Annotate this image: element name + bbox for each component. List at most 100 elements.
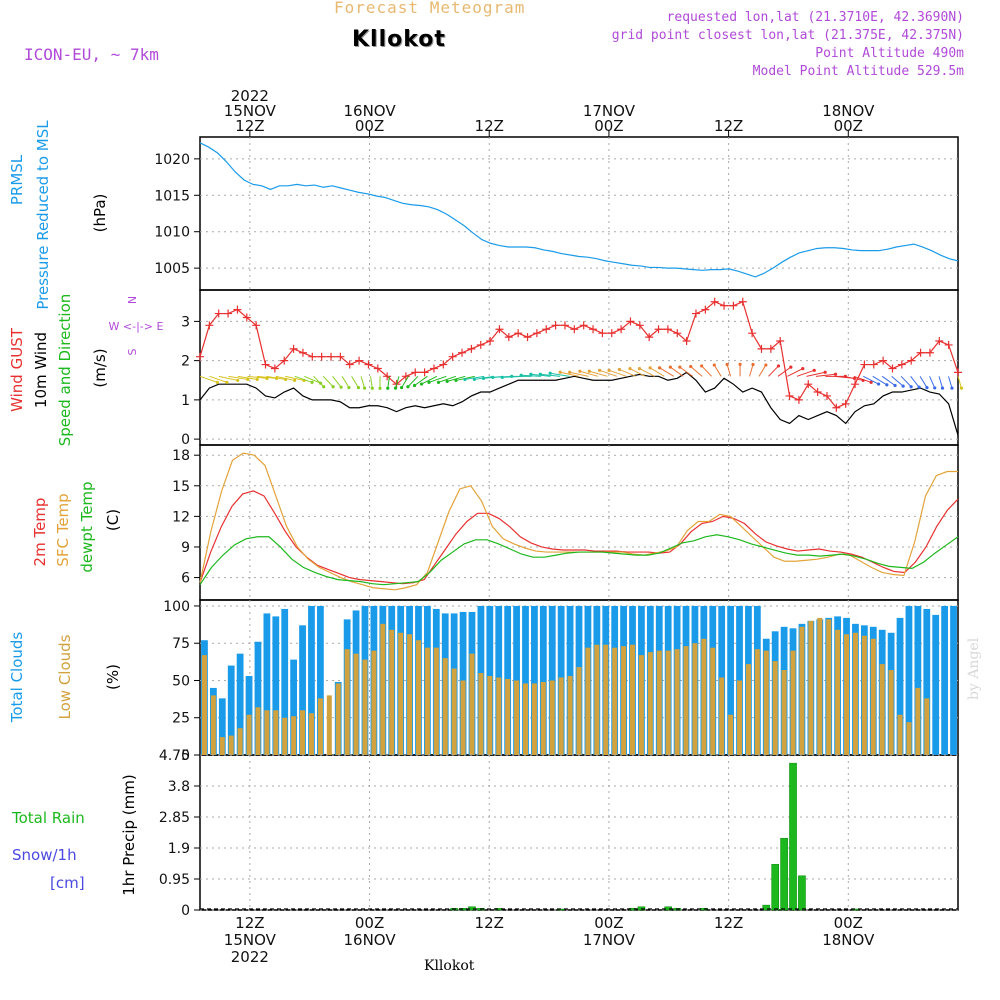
gust-marker bbox=[907, 356, 916, 365]
pressure-label-prmsl: PRMSL bbox=[8, 154, 26, 205]
compass-north: N bbox=[126, 296, 139, 304]
wind-arrow-head bbox=[812, 368, 816, 372]
wind-arrow-head bbox=[356, 386, 361, 390]
wind-arrow bbox=[428, 375, 447, 383]
total-cloud-bar bbox=[218, 698, 226, 755]
y-tick-label: 2 bbox=[181, 354, 190, 370]
wind-arrow bbox=[701, 365, 713, 377]
y-tick-label: 6 bbox=[181, 571, 190, 587]
wind-label-speed-dir: Speed and Direction bbox=[56, 294, 74, 447]
precip-axis-title: 1hr Precip (mm) bbox=[120, 774, 138, 895]
low-cloud-bar bbox=[585, 647, 591, 755]
low-cloud-bar bbox=[772, 661, 778, 755]
time-label-bottom: 00Z bbox=[834, 914, 863, 932]
time-label-top: 00Z bbox=[594, 117, 623, 135]
y-tick-label: 1.9 bbox=[168, 841, 190, 857]
low-cloud-bar bbox=[371, 650, 377, 755]
time-label-top: 12Z bbox=[475, 117, 504, 135]
y-tick-label: 12 bbox=[172, 509, 190, 525]
gust-marker bbox=[851, 380, 860, 389]
wind-arrow-head bbox=[917, 385, 921, 389]
low-cloud-bar bbox=[407, 634, 413, 755]
gust-marker bbox=[598, 329, 607, 338]
low-cloud-bar bbox=[308, 713, 314, 755]
gust-marker bbox=[224, 309, 233, 318]
wind-arrow bbox=[863, 375, 879, 385]
low-cloud-bar bbox=[745, 664, 751, 755]
wind-arrow-head bbox=[491, 375, 495, 379]
wind-arrow-head bbox=[909, 385, 913, 389]
wind-arrow-head bbox=[362, 386, 367, 390]
y-tick-label: 0 bbox=[181, 432, 190, 448]
low-cloud-bar bbox=[522, 683, 528, 755]
low-cloud-bar bbox=[478, 673, 484, 755]
wind-arrow bbox=[659, 367, 675, 377]
total-cloud-bar bbox=[227, 665, 235, 755]
wind-arrow-head bbox=[950, 386, 954, 390]
gust-marker bbox=[504, 333, 513, 342]
time-label-bottom: 15NOV bbox=[224, 931, 277, 949]
low-cloud-bar bbox=[888, 670, 894, 755]
wind-arrow bbox=[806, 371, 826, 377]
wind-arrow-head bbox=[789, 365, 793, 369]
temp-label-dewpt: dewpt Temp bbox=[78, 481, 96, 572]
wind-arrow bbox=[649, 367, 665, 377]
temp-2m-line bbox=[199, 490, 959, 585]
wind-arrow bbox=[900, 375, 912, 388]
low-cloud-bar bbox=[424, 647, 430, 755]
low-cloud-bar bbox=[879, 664, 885, 755]
low-cloud-bar bbox=[255, 707, 261, 755]
gust-marker bbox=[813, 388, 822, 397]
wind-arrow-head bbox=[617, 367, 622, 372]
gust-marker bbox=[682, 337, 691, 346]
wind-arrow-head bbox=[406, 385, 410, 389]
gust-marker bbox=[336, 352, 345, 361]
total-cloud-bar bbox=[522, 605, 529, 755]
wind-arrow-head bbox=[538, 372, 542, 376]
requested-coords: requested lon,lat (21.3710E, 42.3690N) bbox=[666, 10, 964, 25]
y-tick-label: 3 bbox=[181, 314, 190, 330]
wind-arrow-head bbox=[940, 386, 945, 390]
low-cloud-bar bbox=[415, 640, 421, 755]
gust-marker bbox=[486, 337, 495, 346]
wind-arrow bbox=[304, 375, 321, 384]
wind-arrow bbox=[629, 368, 646, 377]
total-cloud-bar bbox=[254, 641, 262, 755]
wind-arrow-head bbox=[933, 386, 937, 390]
total-cloud-bar bbox=[263, 613, 271, 755]
gust-marker bbox=[607, 329, 616, 338]
gust-marker bbox=[448, 352, 457, 361]
panel-frame-1 bbox=[199, 136, 959, 291]
y-tick-label: 15 bbox=[172, 479, 190, 495]
y-tick-label: 75 bbox=[172, 636, 190, 652]
wind-arrow-head bbox=[959, 386, 964, 390]
low-cloud-bar bbox=[603, 644, 609, 755]
total-cloud-bar bbox=[290, 659, 298, 755]
wind-line bbox=[199, 371, 959, 436]
y-tick-label: 0 bbox=[181, 903, 190, 919]
wind-arrow-head bbox=[738, 362, 742, 366]
total-cloud-bar bbox=[308, 605, 315, 755]
gust-marker bbox=[364, 360, 373, 369]
gust-marker bbox=[673, 329, 682, 338]
wind-arrow-head bbox=[529, 372, 533, 376]
wind-arrow-head bbox=[481, 376, 486, 381]
gust-marker bbox=[944, 340, 953, 349]
wind-arrow bbox=[266, 375, 286, 380]
pressure-line bbox=[199, 142, 959, 278]
wind-arrow-head bbox=[510, 374, 514, 378]
gust-marker bbox=[954, 368, 962, 377]
gust-marker bbox=[523, 333, 532, 342]
low-cloud-bar bbox=[683, 646, 689, 755]
wind-arrow-head bbox=[255, 377, 259, 382]
low-cloud-bar bbox=[326, 695, 332, 755]
gust-marker bbox=[205, 321, 214, 330]
y-tick-label: 1005 bbox=[154, 261, 190, 277]
wind-arrow-head bbox=[419, 382, 424, 386]
wind-arrow bbox=[948, 376, 953, 389]
wind-arrow-head bbox=[700, 364, 704, 368]
wind-unit: (m/s) bbox=[91, 348, 109, 387]
time-label-top: 00Z bbox=[355, 117, 384, 135]
pressure-unit: (hPa) bbox=[91, 194, 109, 233]
wind-arrow-head bbox=[548, 371, 552, 375]
